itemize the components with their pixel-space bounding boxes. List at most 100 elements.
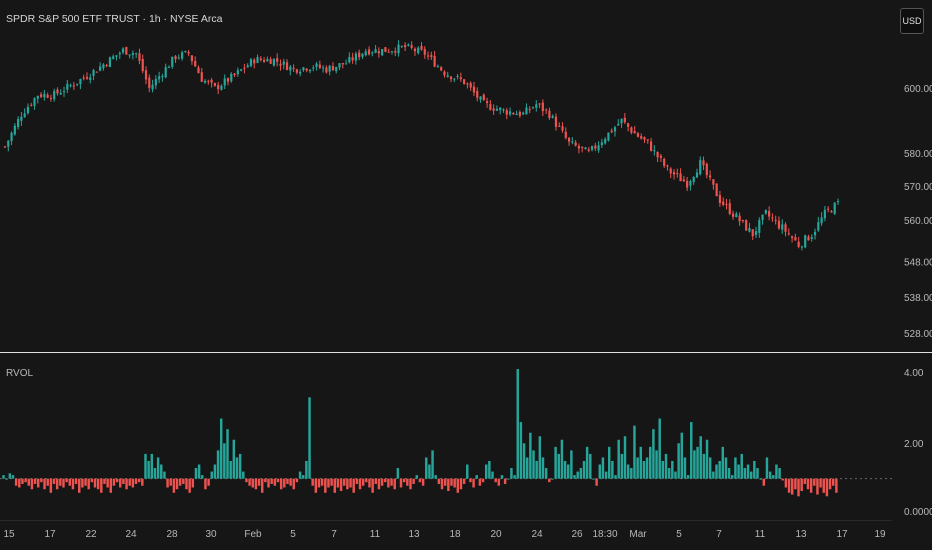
candle-body xyxy=(167,66,171,68)
candle-body xyxy=(285,62,289,70)
candle-body xyxy=(571,141,574,143)
rvol-bar xyxy=(11,475,15,479)
price-tick-label: 560.00 xyxy=(904,216,932,227)
rvol-bar xyxy=(131,478,135,488)
rvol-bar xyxy=(387,478,390,488)
rvol-pane[interactable] xyxy=(0,369,892,497)
rvol-bar xyxy=(260,478,264,493)
rvol-bar xyxy=(251,478,254,488)
rvol-bar xyxy=(308,397,311,479)
rvol-bar xyxy=(705,439,709,479)
candle-body xyxy=(590,146,594,150)
candle-body xyxy=(138,53,141,61)
candle-body xyxy=(371,52,374,54)
rvol-bar xyxy=(715,464,718,479)
candle-body xyxy=(761,214,764,221)
rvol-bar xyxy=(377,478,381,490)
candle-body xyxy=(246,65,249,68)
rvol-bar xyxy=(790,478,794,495)
rvol-bar xyxy=(727,468,731,479)
candle-body xyxy=(718,195,722,204)
candle-body xyxy=(436,66,439,68)
rvol-bar xyxy=(825,478,829,497)
rvol-bar xyxy=(8,473,12,479)
rvol-bar xyxy=(690,422,693,479)
candle-body xyxy=(203,80,207,83)
candle-body xyxy=(492,108,495,111)
candle-body xyxy=(466,83,469,85)
rvol-bar xyxy=(273,478,277,486)
candle-body xyxy=(420,45,423,50)
candle-body xyxy=(558,125,561,127)
candle-body xyxy=(518,112,521,116)
rvol-bar xyxy=(137,478,141,483)
candle-body xyxy=(164,67,167,78)
candle-body xyxy=(659,155,663,158)
rvol-bar xyxy=(178,478,182,486)
rvol-bar xyxy=(548,478,551,483)
candle-body xyxy=(479,96,482,100)
rvol-bar xyxy=(283,478,286,488)
rvol-bar xyxy=(384,478,387,483)
candle-body xyxy=(325,67,328,73)
date-tick-label: 5 xyxy=(290,529,296,540)
date-tick-label: 28 xyxy=(166,529,178,540)
candle-body xyxy=(735,213,738,218)
candle-body xyxy=(725,203,728,205)
candle-body xyxy=(92,69,95,76)
rvol-bar xyxy=(52,478,56,484)
rvol-bar xyxy=(636,457,639,479)
candle-body xyxy=(115,55,118,57)
candle-body xyxy=(56,89,59,94)
date-tick-label: 20 xyxy=(490,529,502,540)
rvol-bar xyxy=(693,450,696,479)
rvol-bar xyxy=(188,478,191,493)
candle-body xyxy=(574,142,577,146)
rvol-bar xyxy=(46,478,49,486)
candle-body xyxy=(794,237,797,241)
candle-body xyxy=(548,110,551,119)
rvol-bar xyxy=(5,478,8,480)
rvol-bar xyxy=(459,478,463,490)
candle-body xyxy=(108,57,112,68)
rvol-bar xyxy=(33,478,37,484)
rvol-bar xyxy=(765,457,769,479)
candle-body xyxy=(499,107,502,111)
candle-body xyxy=(535,104,538,108)
candle-body xyxy=(118,53,121,55)
candle-body xyxy=(23,113,26,117)
candle-body xyxy=(338,63,341,68)
rvol-bar xyxy=(447,478,450,492)
candle-body xyxy=(367,49,371,55)
candle-body xyxy=(413,48,417,52)
candle-body xyxy=(131,53,135,55)
date-tick-label: 17 xyxy=(44,529,56,540)
candle-body xyxy=(315,63,318,67)
candle-body xyxy=(377,51,380,54)
candle-body xyxy=(804,235,807,248)
candle-body xyxy=(79,79,82,85)
candle-body xyxy=(567,137,571,142)
rvol-bar xyxy=(21,478,24,484)
candle-body xyxy=(708,175,712,178)
rvol-bar xyxy=(661,460,665,479)
price-pane[interactable] xyxy=(3,40,840,251)
rvol-bar xyxy=(119,478,122,488)
date-tick-label: 24 xyxy=(125,529,137,540)
price-tick-label: 580.00 xyxy=(904,149,932,160)
candle-body xyxy=(381,49,384,56)
rvol-bar xyxy=(106,478,109,488)
candle-body xyxy=(807,236,810,241)
candle-body xyxy=(827,208,830,210)
candle-body xyxy=(817,222,820,231)
candle-body xyxy=(387,51,390,53)
rvol-bar xyxy=(753,460,756,479)
candle-body xyxy=(505,110,508,115)
currency-button[interactable]: USD xyxy=(900,8,924,34)
rvol-bar xyxy=(87,478,90,490)
candle-body xyxy=(758,219,761,233)
candle-body xyxy=(682,179,685,182)
candle-body xyxy=(443,71,446,76)
rvol-bar xyxy=(194,468,198,479)
